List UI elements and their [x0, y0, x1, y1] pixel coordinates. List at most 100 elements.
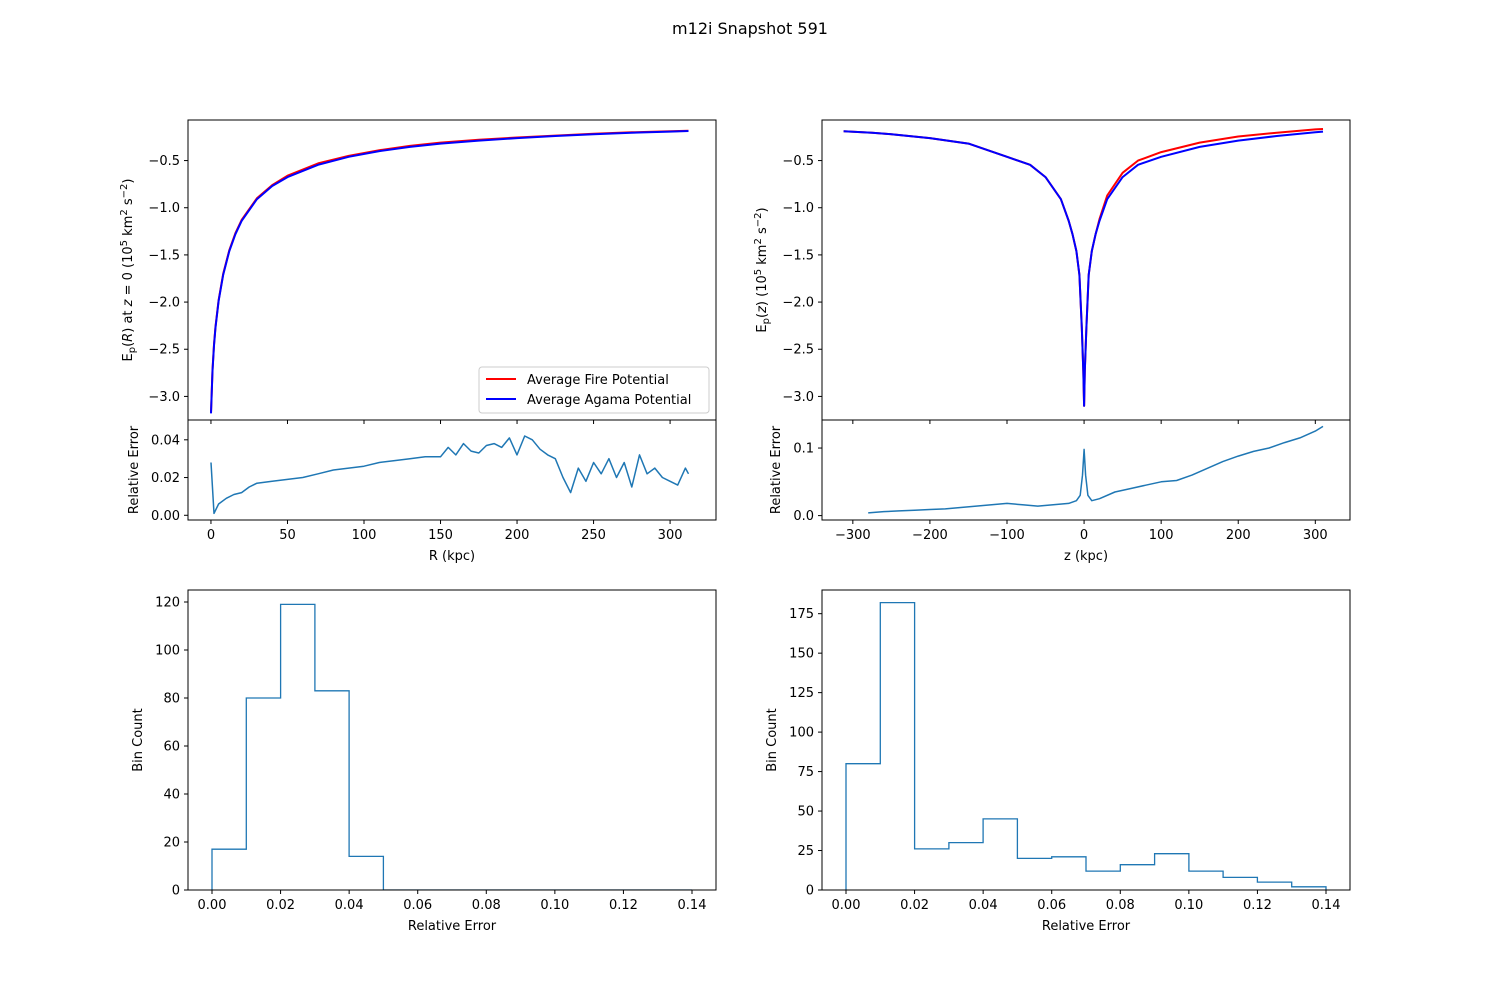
error-z-xtick-label: −300	[835, 528, 871, 543]
error-R-xtick-label: 0	[207, 528, 215, 543]
error-R-xtick-label: 50	[279, 528, 296, 543]
hist-z-bin	[1052, 857, 1086, 890]
hist-z-ytick-label: 150	[789, 647, 814, 662]
hist-R-xtick-label: 0.12	[609, 898, 638, 913]
hist-R-xtick-label: 0.02	[266, 898, 295, 913]
potential-z-ytick-label: −1.0	[782, 201, 814, 216]
hist-R-ytick-label: 40	[163, 788, 180, 803]
hist-R-ytick-label: 100	[155, 644, 180, 659]
hist-z-bin	[1017, 858, 1051, 890]
potential-z-frame	[821, 119, 1351, 421]
hist-z-bin	[1257, 882, 1291, 890]
hist-z-xtick-label: 0.14	[1312, 898, 1341, 913]
error-R-ytick-label: 0.00	[151, 509, 180, 524]
hist-z-frame	[821, 589, 1351, 891]
legend-frame	[478, 366, 710, 414]
error-z-line-series-0	[868, 425, 1324, 514]
hist-R-xtick-label: 0.08	[472, 898, 501, 913]
error-R-xtick-label: 200	[505, 528, 530, 543]
hist-z-plot-area	[845, 601, 1327, 890]
potential-R-ytick-label: −0.5	[148, 154, 180, 169]
hist-R-frame	[187, 589, 717, 891]
hist-R-bin	[349, 856, 383, 890]
error-z-panel: z (kpc) Relative Error 0.0 0.1 −300 −200 −10…	[769, 419, 1351, 564]
legend-label-agama: Average Agama Potential	[527, 393, 691, 408]
hist-z-xtick-label: 0.04	[969, 898, 998, 913]
hist-z-ytick-label: 175	[789, 607, 814, 622]
hist-z-ytick-label: 0	[806, 884, 814, 899]
potential-R-ytick-label: −1.0	[148, 201, 180, 216]
hist-z-ytick-label: 100	[789, 726, 814, 741]
error-z-xtick-label: −100	[989, 528, 1025, 543]
potential-R-plot-area	[210, 129, 689, 414]
error-z-xtick-label: 200	[1226, 528, 1251, 543]
error-R-frame	[187, 419, 717, 521]
error-r-ylabel: Relative Error	[127, 425, 142, 514]
hist-z-bin	[949, 843, 983, 890]
hist-R-bin	[315, 691, 349, 890]
hist-z-xtick-label: 0.12	[1243, 898, 1272, 913]
hist-z-bin	[915, 849, 949, 890]
error-z-xtick-label: 300	[1303, 528, 1328, 543]
error-z-xlabel: z (kpc)	[1064, 549, 1108, 564]
hist-z-xtick-label: 0.10	[1174, 898, 1203, 913]
potential-z-ytick-label: −2.5	[782, 343, 814, 358]
hist-R-plot-area	[211, 603, 692, 890]
hist-z-ytick-label: 125	[789, 686, 814, 701]
potential-R-ytick-label: −3.0	[148, 390, 180, 405]
hist-R-bin	[212, 849, 246, 890]
error-R-xtick-label: 150	[428, 528, 453, 543]
error-R-line-series-0	[210, 435, 690, 515]
error-z-ylabel: Relative Error	[769, 425, 784, 514]
hist-z-ytick-label: 50	[797, 805, 814, 820]
error-z-ytick-label: 0.0	[793, 509, 814, 524]
potential-z-line-average-agama-potential	[843, 130, 1324, 407]
potential-z-panel: Ep(z) (105 km2 s−2) −3.0 −2.5 −2.0 −1.5 −1.0…	[753, 119, 1351, 424]
error-R-xtick-label: 100	[352, 528, 377, 543]
potential-z-ytick-label: −1.5	[782, 248, 814, 263]
hist-R-xtick-label: 0.10	[540, 898, 569, 913]
hist-z-bin	[1189, 871, 1223, 890]
hist-z-bin	[846, 764, 880, 890]
hist-R-xtick-label: 0.00	[198, 898, 227, 913]
potential-R-ytick-label: −1.5	[148, 248, 180, 263]
error-z-plot-area	[868, 425, 1324, 514]
hist-R-ytick-label: 20	[163, 836, 180, 851]
potential-z-ytick-label: −2.0	[782, 296, 814, 311]
histogram-r-panel: Relative Error Bin Count 0 20 40 60 80 100 120…	[131, 589, 717, 934]
error-R-xtick-label: 250	[581, 528, 606, 543]
hist-z-bin	[880, 603, 914, 890]
hist-z-bin	[1155, 854, 1189, 890]
hist-R-bin	[281, 604, 315, 890]
hist-R-ytick-label: 0	[172, 884, 180, 899]
hist-z-xtick-label: 0.08	[1106, 898, 1135, 913]
error-z-frame	[821, 419, 1351, 521]
hist-z-outline	[845, 601, 1327, 890]
hist-z-xtick-label: 0.06	[1037, 898, 1066, 913]
hist-R-ytick-label: 120	[155, 596, 180, 611]
error-z-xtick-label: 0	[1080, 528, 1088, 543]
hist-z-bin	[1120, 865, 1154, 890]
error-z-ytick-label: 0.1	[793, 442, 814, 457]
legend-label-fire: Average Fire Potential	[527, 373, 669, 388]
hist-z-ytick-label: 25	[797, 844, 814, 859]
potential-r-ylabel: Ep(R) at z = 0 (105 km2 s−2)	[119, 179, 138, 362]
hist-z-xtick-label: 0.00	[832, 898, 861, 913]
histogram-z-panel: Relative Error Bin Count 0 25 50 75 100 125 15…	[765, 589, 1351, 934]
potential-R-ytick-label: −2.0	[148, 296, 180, 311]
hist-R-xtick-label: 0.04	[335, 898, 364, 913]
error-z-xtick-label: −200	[912, 528, 948, 543]
error-z-xtick-label: 100	[1149, 528, 1174, 543]
hist-z-bin	[983, 819, 1017, 890]
histogram-r-ylabel: Bin Count	[131, 708, 146, 772]
potential-z-ytick-label: −0.5	[782, 154, 814, 169]
legend: Average Fire Potential Average Agama Pot…	[478, 366, 710, 414]
hist-z-ytick-label: 75	[797, 765, 814, 780]
hist-z-xtick-label: 0.02	[900, 898, 929, 913]
histogram-z-xlabel: Relative Error	[1042, 919, 1131, 934]
hist-z-bin	[1086, 871, 1120, 890]
hist-R-xtick-label: 0.06	[403, 898, 432, 913]
error-R-ytick-label: 0.04	[151, 433, 180, 448]
hist-R-ytick-label: 60	[163, 740, 180, 755]
